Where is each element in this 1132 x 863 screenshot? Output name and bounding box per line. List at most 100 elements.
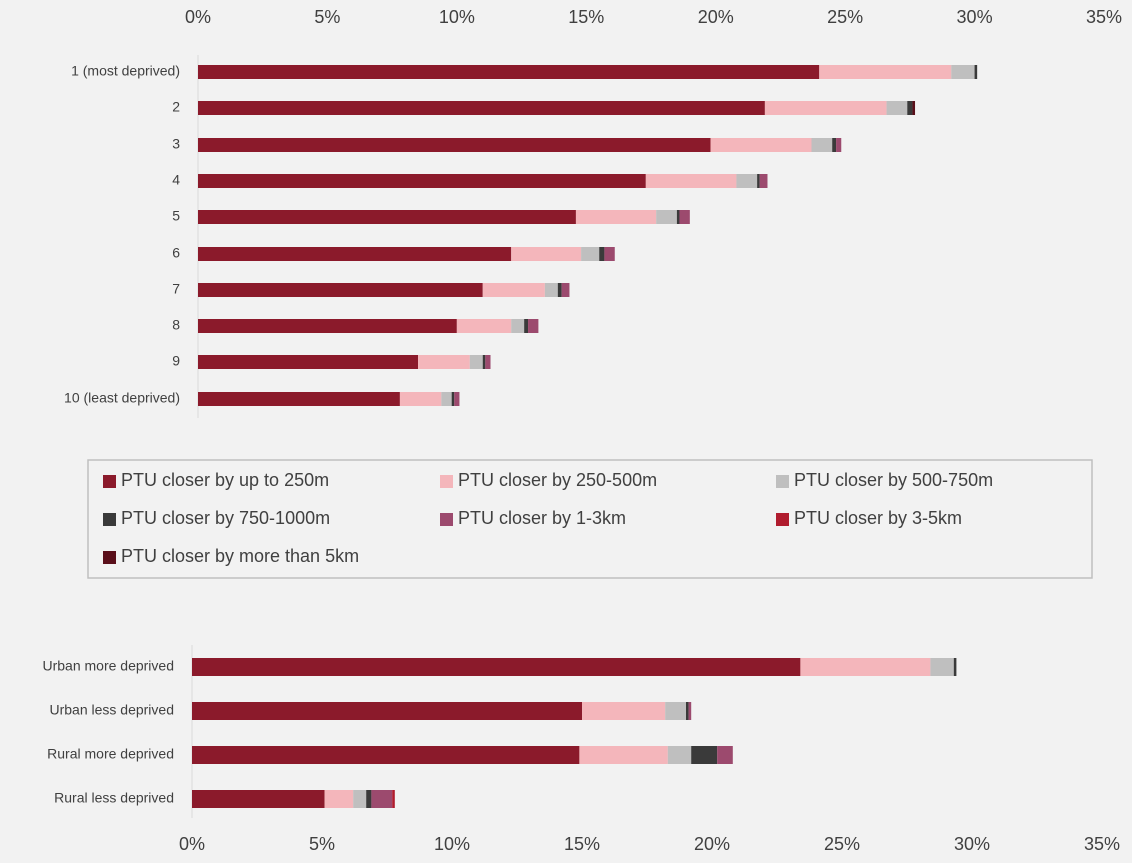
x-tick-label: 15% <box>564 834 600 854</box>
bar-segment <box>418 355 470 369</box>
x-tick-label: 10% <box>434 834 470 854</box>
bar-segment <box>198 138 711 152</box>
category-label: 8 <box>172 317 180 333</box>
bar-segment <box>451 392 455 406</box>
category-label: Rural less deprived <box>54 790 174 806</box>
bar-segment <box>366 790 372 808</box>
bar-segment <box>399 392 442 406</box>
bar-segment <box>198 355 419 369</box>
category-label: 4 <box>172 172 180 188</box>
x-tick-label: 35% <box>1084 834 1120 854</box>
legend-swatch <box>776 475 789 488</box>
category-label: 6 <box>172 245 180 261</box>
bar-segment <box>524 319 529 333</box>
bar-segment <box>482 355 486 369</box>
bar-segment <box>454 392 460 406</box>
category-label: 3 <box>172 136 180 152</box>
bar-segment <box>907 101 913 115</box>
bar-segment <box>198 174 646 188</box>
x-tick-label: 5% <box>314 7 340 27</box>
bar-segment <box>656 210 677 224</box>
bar-segment <box>759 174 768 188</box>
bar-segment <box>575 210 657 224</box>
bar-segment <box>353 790 367 808</box>
bar-segment <box>192 790 325 808</box>
x-tick-label: 0% <box>179 834 205 854</box>
legend-box <box>87 459 1093 579</box>
bar-segment <box>604 247 615 261</box>
bar-segment <box>192 746 580 764</box>
x-tick-label: 20% <box>694 834 730 854</box>
bar-segment <box>764 101 887 115</box>
bar-segment <box>482 283 545 297</box>
legend-label: PTU closer by 3-5km <box>794 508 962 528</box>
bar-segment <box>511 247 582 261</box>
category-label: 5 <box>172 208 180 224</box>
legend-label: PTU closer by 750-1000m <box>121 508 330 528</box>
bar-segment <box>198 392 400 406</box>
legend-swatch <box>103 513 116 526</box>
bar-segment <box>953 658 957 676</box>
category-label: 10 (least deprived) <box>64 390 180 406</box>
bar-segment <box>717 746 733 764</box>
bar-segment <box>599 247 605 261</box>
bar-segment <box>582 702 666 720</box>
bar-segment <box>198 101 765 115</box>
bar-segment <box>371 790 393 808</box>
legend-swatch <box>440 513 453 526</box>
bar-segment <box>951 65 975 79</box>
bar-segment <box>974 65 978 79</box>
x-tick-label: 0% <box>185 7 211 27</box>
category-label: Urban more deprived <box>42 658 174 674</box>
bar-segment <box>665 702 686 720</box>
category-label: 1 (most deprived) <box>71 63 180 79</box>
bar-segment <box>686 702 689 720</box>
x-tick-label: 5% <box>309 834 335 854</box>
bar-segment <box>456 319 512 333</box>
bar-segment <box>691 746 718 764</box>
bar-segment <box>800 658 931 676</box>
x-tick-label: 20% <box>698 7 734 27</box>
x-tick-label: 10% <box>439 7 475 27</box>
bar-segment <box>930 658 954 676</box>
bar-segment <box>757 174 760 188</box>
category-label: 7 <box>172 281 180 297</box>
x-tick-label: 15% <box>568 7 604 27</box>
category-label: Urban less deprived <box>49 702 174 718</box>
bar-segment <box>485 355 491 369</box>
bar-segment <box>192 658 801 676</box>
bar-segment <box>198 210 576 224</box>
bar-segment <box>528 319 539 333</box>
bar-segment <box>441 392 452 406</box>
bar-segment <box>811 138 833 152</box>
bar-segment <box>544 283 558 297</box>
category-label: 2 <box>172 99 180 115</box>
bar-segment <box>886 101 908 115</box>
bar-segment <box>688 702 692 720</box>
bar-segment <box>324 790 354 808</box>
bar-segment <box>819 65 952 79</box>
legend-swatch <box>776 513 789 526</box>
bar-segment <box>581 247 600 261</box>
bar-segment <box>710 138 812 152</box>
legend-label: PTU closer by more than 5km <box>121 546 359 566</box>
x-tick-label: 30% <box>957 7 993 27</box>
bar-segment <box>736 174 758 188</box>
x-tick-label: 35% <box>1086 7 1122 27</box>
bar-segment <box>192 702 582 720</box>
bar-segment <box>198 283 483 297</box>
bar-segment <box>832 138 837 152</box>
bar-segment <box>511 319 525 333</box>
bar-segment <box>557 283 562 297</box>
legend-swatch <box>103 551 116 564</box>
legend-label: PTU closer by 1-3km <box>458 508 626 528</box>
bar-segment <box>667 746 692 764</box>
x-tick-label: 30% <box>954 834 990 854</box>
bar-segment <box>561 283 570 297</box>
legend-label: PTU closer by 500-750m <box>794 470 993 490</box>
category-label: 9 <box>172 353 180 369</box>
x-tick-label: 25% <box>827 7 863 27</box>
bar-segment <box>645 174 737 188</box>
bar-segment <box>198 65 820 79</box>
